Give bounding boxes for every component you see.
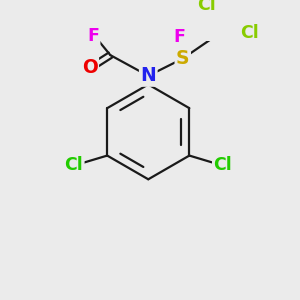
Text: Cl: Cl bbox=[64, 156, 83, 174]
Text: F: F bbox=[87, 27, 99, 45]
Text: Cl: Cl bbox=[240, 24, 259, 42]
Text: S: S bbox=[176, 49, 190, 68]
Text: Cl: Cl bbox=[213, 156, 232, 174]
Text: N: N bbox=[140, 66, 156, 85]
Text: F: F bbox=[173, 28, 185, 46]
Text: Cl: Cl bbox=[197, 0, 215, 14]
Text: O: O bbox=[82, 58, 98, 77]
